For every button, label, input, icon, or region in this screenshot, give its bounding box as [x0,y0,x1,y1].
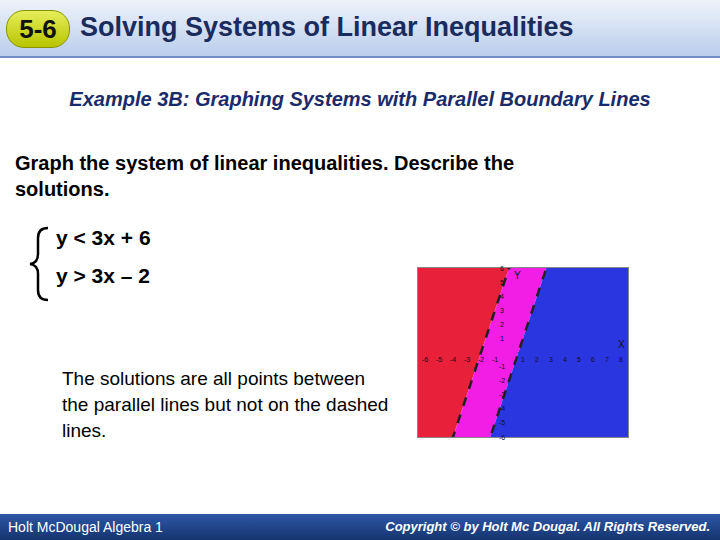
html-text:Graph the system of linear ine: Graph the system of linear inequalities.… [15,152,514,200]
svg-text:6: 6 [591,356,595,363]
svg-text:Y: Y [514,270,521,281]
html-text:Holt McDougal Algebra 1: Holt McDougal Algebra 1 [8,519,163,535]
svg-text:5: 5 [577,356,581,363]
svg-text:5: 5 [500,279,504,286]
svg-text:3: 3 [500,307,504,314]
svg-text:8: 8 [619,356,623,363]
html-text:y > 3x – 2: y > 3x – 2 [56,264,150,287]
html-text:The solutions are all points b: The solutions are all points between the… [62,368,389,441]
svg-text:-3: -3 [464,356,470,363]
svg-text:-2: -2 [478,356,484,363]
html-text:y < 3x + 6: y < 3x + 6 [56,226,151,249]
svg-text:-1: -1 [492,356,498,363]
svg-text:2: 2 [535,356,539,363]
html-text:Solving Systems of Linear Ineq: Solving Systems of Linear Inequalities [80,12,574,42]
html-text:5-6: 5-6 [19,14,57,44]
svg-text:2: 2 [500,321,504,328]
svg-text:7: 7 [605,356,609,363]
svg-text:-4: -4 [499,405,505,412]
svg-text:6: 6 [500,265,504,272]
svg-text:X: X [618,339,625,350]
svg-text:-2: -2 [499,377,505,384]
html-text:Example 3B: Graphing Systems w: Example 3B: Graphing Systems with Parall… [69,88,651,110]
svg-text:-3: -3 [499,391,505,398]
svg-text:-4: -4 [450,356,456,363]
svg-text:-5: -5 [499,419,505,426]
svg-text:4: 4 [563,356,567,363]
svg-text:4: 4 [500,293,504,300]
svg-text:-5: -5 [436,356,442,363]
svg-text:-6: -6 [499,434,505,441]
html-text:Copyright © by Holt Mc Dougal.: Copyright © by Holt Mc Dougal. All Right… [385,519,710,534]
svg-text:-6: -6 [422,356,428,363]
svg-text:3: 3 [549,356,553,363]
svg-text:1: 1 [521,356,525,363]
svg-text:-1: -1 [499,363,505,370]
svg-text:1: 1 [500,335,504,342]
